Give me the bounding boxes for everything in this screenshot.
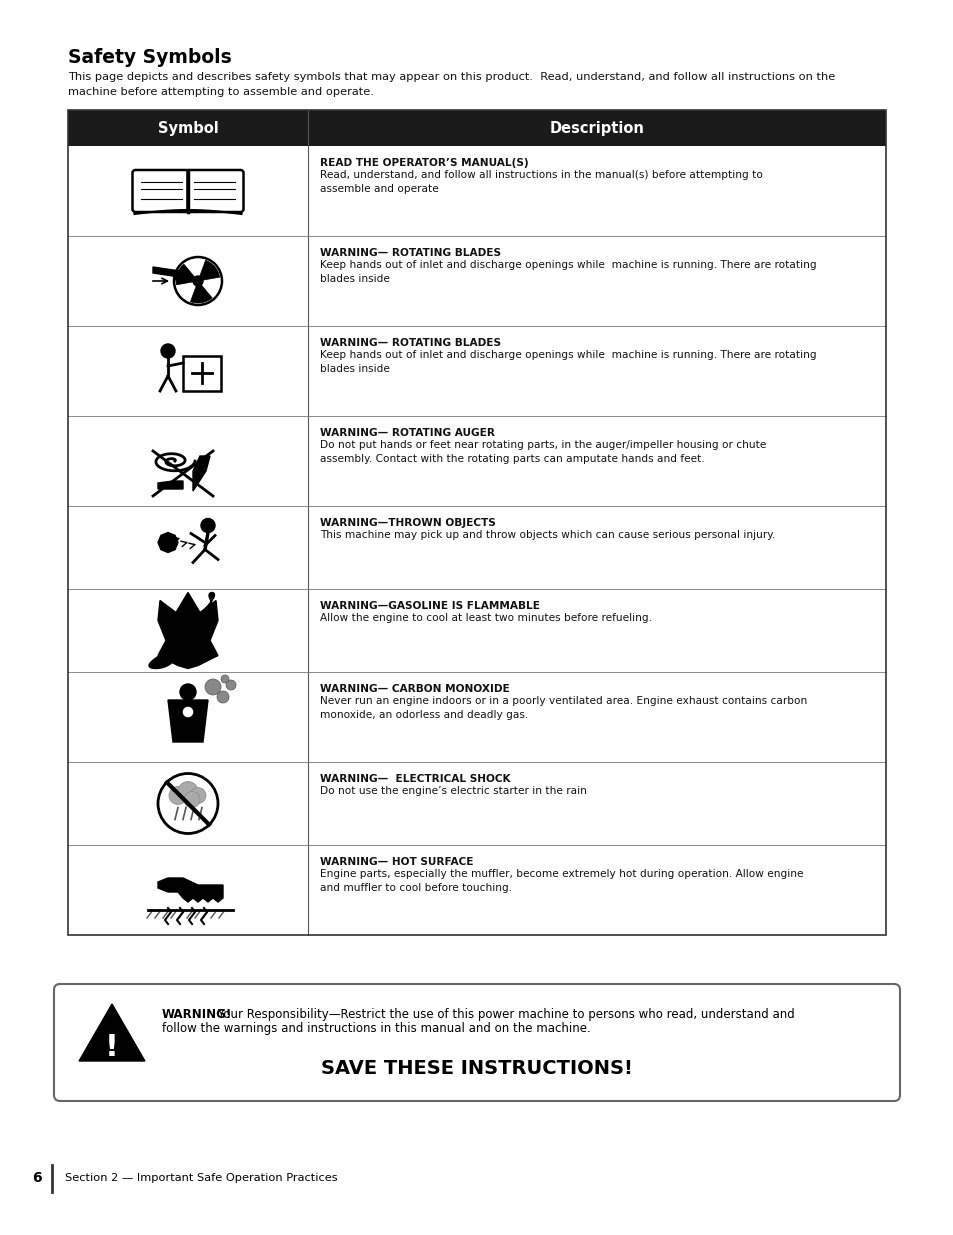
Text: WARNING— ROTATING AUGER: WARNING— ROTATING AUGER <box>319 429 495 438</box>
Circle shape <box>226 680 235 690</box>
Circle shape <box>173 257 222 305</box>
Bar <box>68 110 885 146</box>
Text: WARNING!: WARNING! <box>162 1008 232 1021</box>
Text: machine before attempting to assemble and operate.: machine before attempting to assemble an… <box>68 86 374 98</box>
Text: WARNING— HOT SURFACE: WARNING— HOT SURFACE <box>319 857 473 867</box>
Circle shape <box>178 782 198 802</box>
Circle shape <box>205 679 221 695</box>
Text: 6: 6 <box>32 1171 42 1186</box>
Circle shape <box>169 787 187 804</box>
Bar <box>68 110 885 935</box>
Wedge shape <box>191 282 212 303</box>
Text: Allow the engine to cool at least two minutes before refueling.: Allow the engine to cool at least two mi… <box>319 613 651 622</box>
Text: This page depicts and describes safety symbols that may appear on this product. : This page depicts and describes safety s… <box>68 72 835 82</box>
Polygon shape <box>193 456 210 492</box>
Circle shape <box>158 773 218 834</box>
Text: Description: Description <box>549 121 644 136</box>
Text: Never run an engine indoors or in a poorly ventilated area. Engine exhaust conta: Never run an engine indoors or in a poor… <box>319 697 806 720</box>
Polygon shape <box>152 267 183 283</box>
FancyBboxPatch shape <box>54 984 899 1100</box>
Text: WARNING—  ELECTRICAL SHOCK: WARNING— ELECTRICAL SHOCK <box>319 774 510 784</box>
Text: Keep hands out of inlet and discharge openings while  machine is running. There : Keep hands out of inlet and discharge op… <box>319 350 816 374</box>
Circle shape <box>182 706 193 718</box>
Text: Safety Symbols: Safety Symbols <box>68 48 232 67</box>
Text: WARNING— ROTATING BLADES: WARNING— ROTATING BLADES <box>319 338 500 348</box>
Text: This machine may pick up and throw objects which can cause serious personal inju: This machine may pick up and throw objec… <box>319 530 775 540</box>
Circle shape <box>193 275 203 287</box>
Text: WARNING— ROTATING BLADES: WARNING— ROTATING BLADES <box>319 248 500 258</box>
Text: Your Responsibility—Restrict the use of this power machine to persons who read, : Your Responsibility—Restrict the use of … <box>213 1008 794 1021</box>
Polygon shape <box>149 593 214 668</box>
Text: Do not put hands or feet near rotating parts, in the auger/impeller housing or c: Do not put hands or feet near rotating p… <box>319 440 765 463</box>
Text: Engine parts, especially the muffler, become extremely hot during operation. All: Engine parts, especially the muffler, be… <box>319 869 802 893</box>
FancyBboxPatch shape <box>132 170 189 212</box>
Polygon shape <box>158 593 218 668</box>
Wedge shape <box>198 261 219 282</box>
Circle shape <box>216 692 229 703</box>
Text: READ THE OPERATOR’S MANUAL(S): READ THE OPERATOR’S MANUAL(S) <box>319 158 528 168</box>
Text: Read, understand, and follow all instructions in the manual(s) before attempting: Read, understand, and follow all instruc… <box>319 170 762 194</box>
Text: Keep hands out of inlet and discharge openings while  machine is running. There : Keep hands out of inlet and discharge op… <box>319 261 816 284</box>
Wedge shape <box>175 264 198 285</box>
Circle shape <box>201 519 214 532</box>
Text: SAVE THESE INSTRUCTIONS!: SAVE THESE INSTRUCTIONS! <box>321 1058 632 1077</box>
Text: WARNING—THROWN OBJECTS: WARNING—THROWN OBJECTS <box>319 517 496 529</box>
Polygon shape <box>158 480 183 489</box>
Circle shape <box>161 345 174 358</box>
Circle shape <box>180 684 195 700</box>
Polygon shape <box>158 878 223 902</box>
Circle shape <box>221 676 229 683</box>
Text: Do not use the engine’s electric starter in the rain: Do not use the engine’s electric starter… <box>319 785 586 797</box>
Text: WARNING— CARBON MONOXIDE: WARNING— CARBON MONOXIDE <box>319 684 509 694</box>
Circle shape <box>190 788 206 804</box>
Text: follow the warnings and instructions in this manual and on the machine.: follow the warnings and instructions in … <box>162 1023 590 1035</box>
Text: Symbol: Symbol <box>157 121 218 136</box>
Circle shape <box>184 792 200 808</box>
Bar <box>183 356 221 391</box>
FancyBboxPatch shape <box>188 170 243 212</box>
Text: !: ! <box>105 1034 119 1062</box>
Polygon shape <box>168 700 208 742</box>
Text: WARNING—GASOLINE IS FLAMMABLE: WARNING—GASOLINE IS FLAMMABLE <box>319 601 539 611</box>
Text: Section 2 — Important Safe Operation Practices: Section 2 — Important Safe Operation Pra… <box>65 1173 337 1183</box>
Polygon shape <box>79 1004 145 1061</box>
